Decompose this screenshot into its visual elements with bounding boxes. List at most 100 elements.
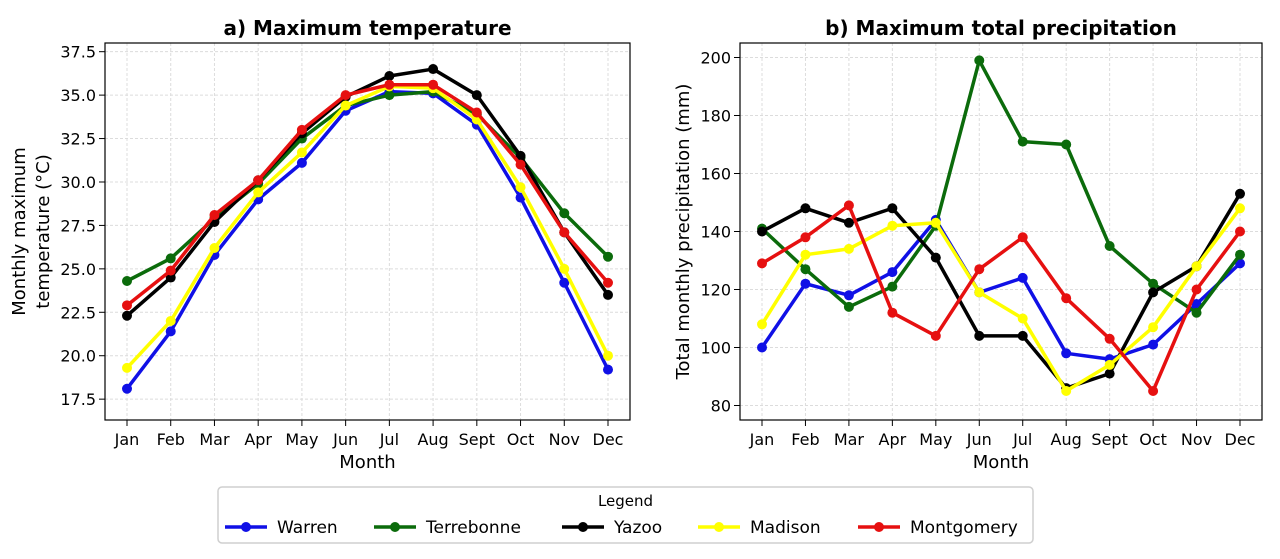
chart-title: a) Maximum temperature <box>223 16 511 40</box>
x-tick-label: Oct <box>1139 430 1167 449</box>
legend-entry-montgomery: Montgomery <box>910 518 1018 538</box>
data-point-warren <box>887 267 898 278</box>
x-tick-label: May <box>285 430 318 449</box>
data-point-madison <box>515 182 526 193</box>
x-axis-label: Month <box>973 452 1029 473</box>
chart-title: b) Maximum total precipitation <box>825 16 1177 40</box>
data-point-madison <box>930 217 941 228</box>
series-line-yazoo <box>125 67 610 318</box>
data-point-montgomery <box>1235 226 1245 237</box>
data-point-madison <box>1104 359 1115 370</box>
y-tick-label: 200 <box>700 49 731 68</box>
data-point-warren <box>800 278 811 289</box>
data-point-montgomery <box>930 330 941 341</box>
data-point-terrebonne <box>1104 241 1115 251</box>
data-point-madison <box>296 147 307 158</box>
series-terrebonne <box>757 55 1245 318</box>
data-point-madison <box>122 362 132 373</box>
data-point-madison <box>843 243 854 254</box>
data-point-montgomery <box>1017 232 1028 243</box>
legend-title: Legend <box>598 492 653 510</box>
x-tick-label: Nov <box>549 430 580 449</box>
data-point-yazoo <box>930 252 941 263</box>
legend-swatch-marker <box>578 522 588 532</box>
y-tick-label: 120 <box>700 281 731 300</box>
x-tick-label: Sept <box>1091 430 1127 449</box>
legend-entry-yazoo: Yazoo <box>613 518 662 538</box>
data-point-yazoo <box>757 226 767 237</box>
y-axis-label: temperature (°C) <box>33 154 54 308</box>
y-tick-label: 35.0 <box>60 86 96 105</box>
data-point-yazoo <box>887 203 898 214</box>
series-line-montgomery <box>125 82 610 307</box>
x-tick-label: Feb <box>157 430 185 449</box>
series-madison <box>122 81 613 373</box>
legend-swatch-marker <box>241 522 251 532</box>
data-point-montgomery <box>253 175 264 186</box>
data-point-yazoo <box>1017 330 1028 341</box>
data-point-warren <box>122 383 132 394</box>
data-point-madison <box>209 243 220 254</box>
x-tick-label: Aug <box>1051 430 1082 449</box>
data-point-warren <box>1017 272 1028 283</box>
data-point-terrebonne <box>1191 307 1202 318</box>
legend-entry-terrebonne: Terrebonne <box>425 518 521 538</box>
data-point-madison <box>757 319 767 330</box>
x-tick-label: Oct <box>507 430 535 449</box>
data-point-montgomery <box>122 300 132 311</box>
x-tick-label: Apr <box>879 430 907 449</box>
data-point-montgomery <box>340 90 351 101</box>
series-montgomery <box>122 79 613 311</box>
data-point-terrebonne <box>603 251 613 262</box>
data-point-madison <box>1017 313 1028 324</box>
y-axis-label: Monthly maximum <box>9 147 30 316</box>
x-axis-label: Month <box>339 452 395 473</box>
y-tick-label: 140 <box>700 223 731 242</box>
x-tick-label: Mar <box>199 430 230 449</box>
data-point-madison <box>887 220 898 231</box>
data-point-montgomery <box>603 277 613 288</box>
legend-swatch-marker <box>714 522 724 532</box>
data-point-yazoo <box>471 90 482 101</box>
x-tick-label: Jul <box>379 430 399 449</box>
data-point-terrebonne <box>165 253 176 264</box>
x-tick-label: Dec <box>593 430 624 449</box>
data-point-warren <box>1148 339 1159 350</box>
y-tick-label: 180 <box>700 107 731 126</box>
y-tick-label: 32.5 <box>60 130 96 149</box>
x-tick-label: Aug <box>417 430 448 449</box>
data-point-terrebonne <box>384 90 395 101</box>
data-point-warren <box>757 342 767 353</box>
y-tick-label: 30.0 <box>60 173 96 192</box>
data-point-terrebonne <box>559 208 570 219</box>
data-point-yazoo <box>515 150 526 161</box>
y-tick-label: 17.5 <box>60 390 96 409</box>
data-point-madison <box>1235 203 1245 214</box>
x-tick-label: Nov <box>1181 430 1212 449</box>
data-point-warren <box>165 326 176 337</box>
x-tick-label: Dec <box>1225 430 1256 449</box>
data-point-montgomery <box>757 258 767 269</box>
data-point-montgomery <box>1104 333 1115 344</box>
y-axis-label: Total monthly precipitation (mm) <box>673 84 694 381</box>
data-point-madison <box>340 100 351 111</box>
data-point-yazoo <box>428 64 439 75</box>
x-tick-label: Jan <box>114 430 140 449</box>
x-tick-label: Jul <box>1012 430 1032 449</box>
data-point-madison <box>1148 322 1159 333</box>
x-tick-label: Jun <box>966 430 992 449</box>
plot-frame <box>104 42 631 421</box>
data-point-warren <box>603 364 613 375</box>
x-tick-label: May <box>919 430 952 449</box>
y-tick-label: 20.0 <box>60 347 96 366</box>
legend-box <box>217 486 1034 544</box>
series-madison <box>757 203 1245 396</box>
data-point-terrebonne <box>974 55 985 66</box>
series-montgomery <box>757 200 1245 396</box>
data-point-montgomery <box>1148 386 1159 396</box>
data-point-montgomery <box>428 79 439 90</box>
x-tick-label: Mar <box>834 430 865 449</box>
x-tick-label: Sept <box>459 430 495 449</box>
